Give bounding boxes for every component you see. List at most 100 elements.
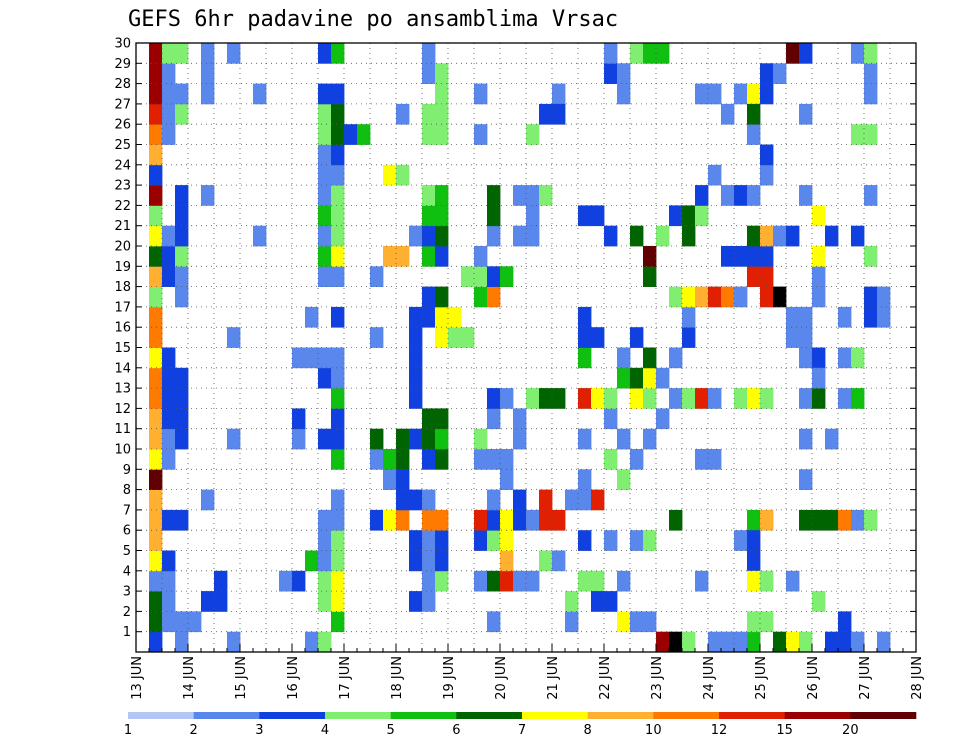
y-tick-label: 1 — [123, 625, 131, 640]
heatmap-cell — [435, 103, 449, 125]
heatmap-cell — [799, 631, 813, 653]
heatmap-cell — [162, 570, 176, 592]
heatmap-cell — [721, 246, 735, 267]
heatmap-cell — [149, 327, 163, 348]
y-tick-label: 17 — [114, 300, 131, 315]
heatmap-cell — [149, 489, 163, 511]
heatmap-cell — [656, 43, 670, 64]
heatmap-cell — [617, 469, 631, 490]
y-tick-label: 14 — [114, 361, 131, 376]
heatmap-cell — [149, 83, 163, 105]
heatmap-cell — [604, 530, 618, 551]
heatmap-cell — [838, 611, 852, 633]
x-tick-label: 18 JUN — [390, 656, 405, 700]
heatmap-cell — [162, 124, 176, 145]
heatmap-cell — [760, 144, 774, 166]
heatmap-cell — [175, 611, 189, 633]
heatmap-cell — [630, 225, 644, 247]
heatmap-cell — [812, 286, 826, 308]
heatmap-cell — [370, 327, 384, 348]
heatmap-cell — [747, 266, 761, 287]
heatmap-cell — [578, 205, 592, 227]
heatmap-cell — [812, 347, 826, 369]
heatmap-cell — [643, 347, 657, 369]
heatmap-cell — [305, 631, 319, 653]
heatmap-cell — [565, 489, 579, 511]
heatmap-cell — [617, 428, 631, 450]
heatmap-cell — [513, 570, 527, 592]
heatmap-cell — [149, 306, 163, 328]
heatmap-cell — [318, 144, 332, 166]
y-tick-label: 10 — [114, 443, 131, 458]
heatmap-cell — [695, 286, 709, 308]
heatmap-cell — [591, 489, 605, 511]
heatmap-cell — [383, 469, 397, 490]
heatmap-cell — [526, 205, 540, 227]
legend-label: 10 — [645, 723, 662, 738]
heatmap-cell — [162, 449, 176, 470]
heatmap-cell — [201, 83, 215, 105]
y-tick-label: 7 — [123, 503, 131, 518]
heatmap-cell — [487, 509, 501, 531]
heatmap-cell — [747, 530, 761, 551]
heatmap-cell — [656, 367, 670, 389]
heatmap-cell — [760, 83, 774, 105]
legend-swatch — [456, 712, 523, 719]
heatmap-cell — [422, 124, 436, 145]
heatmap-cell — [474, 266, 488, 287]
heatmap-cell — [643, 43, 657, 64]
legend-swatch — [128, 712, 194, 719]
heatmap-cell — [461, 266, 475, 287]
legend-label: 20 — [842, 723, 859, 738]
heatmap-cell — [695, 570, 709, 592]
heatmap-cell — [669, 509, 683, 531]
heatmap-cell — [487, 449, 501, 470]
heatmap-cell — [201, 43, 215, 64]
heatmap-cell — [422, 225, 436, 247]
heatmap-cell — [474, 449, 488, 470]
heatmap-cell — [487, 286, 501, 308]
heatmap-cell — [175, 43, 189, 64]
heatmap-cell — [760, 63, 774, 84]
heatmap-cell — [331, 550, 345, 572]
heatmap-cell — [812, 367, 826, 389]
heatmap-cell — [149, 164, 163, 186]
heatmap-cell — [435, 205, 449, 227]
heatmap-cell — [162, 225, 176, 247]
heatmap-cell — [799, 347, 813, 369]
heatmap-cell — [422, 205, 436, 227]
legend-label: 12 — [711, 723, 728, 738]
heatmap-cell — [175, 631, 189, 653]
heatmap-cell — [435, 124, 449, 145]
heatmap-cell — [201, 591, 215, 612]
x-tick-label: 23 JUN — [650, 656, 665, 700]
heatmap-cell — [526, 509, 540, 531]
heatmap-cell — [435, 428, 449, 450]
x-axis-ticks: 13 JUN 14 JUN 15 JUN 16 JUN 17 JUN 18 JUN 19 J… — [130, 644, 925, 700]
heatmap-cell — [422, 570, 436, 592]
heatmap-cell — [552, 509, 566, 531]
heatmap-cell — [799, 509, 813, 531]
heatmap-cell — [721, 631, 735, 653]
heatmap-cell — [630, 327, 644, 348]
heatmap-cell — [162, 550, 176, 572]
heatmap-cell — [734, 530, 748, 551]
heatmap-cell — [409, 591, 423, 612]
legend-swatch — [653, 712, 720, 719]
heatmap-cell — [409, 550, 423, 572]
heatmap-cell — [864, 63, 878, 84]
heatmap-cell — [409, 388, 423, 409]
heatmap-cell — [162, 509, 176, 531]
heatmap-cell — [149, 103, 163, 125]
heatmap-cell — [409, 327, 423, 348]
heatmap-cell — [162, 347, 176, 369]
heatmap-cell — [162, 428, 176, 450]
heatmap-cell — [474, 428, 488, 450]
heatmap-cell — [825, 225, 839, 247]
heatmap-cell — [175, 266, 189, 287]
heatmap-cell — [526, 124, 540, 145]
heatmap-cell — [617, 611, 631, 633]
heatmap-cell — [838, 509, 852, 531]
chart-title: GEFS 6hr padavine po ansamblima Vrsac — [128, 7, 618, 32]
heatmap-cell — [552, 550, 566, 572]
